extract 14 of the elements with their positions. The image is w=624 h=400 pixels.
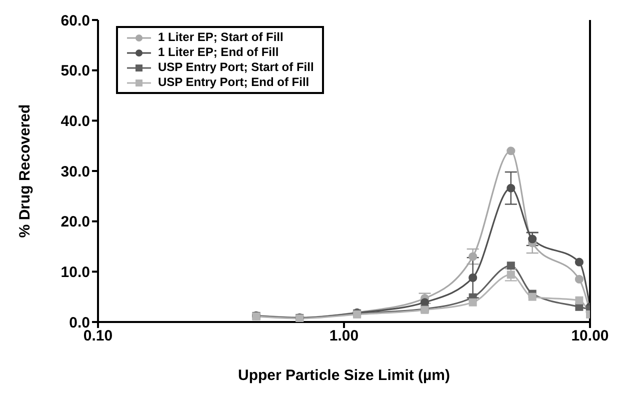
x-tick-label: 10.00: [571, 328, 609, 345]
legend-label: 1 Liter EP; End of Fill: [158, 45, 279, 60]
legend-label: USP Entry Port; Start of Fill: [158, 60, 314, 75]
legend-label: 1 Liter EP; Start of Fill: [158, 30, 284, 45]
y-tick-label: 60.0: [60, 12, 90, 30]
y-tick-label: 10.0: [60, 264, 90, 281]
legend-label: USP Entry Port; End of Fill: [158, 75, 310, 90]
x-tick-label: 1.00: [329, 328, 359, 345]
y-tick-label: 40.0: [60, 112, 90, 130]
y-tick-label: 50.0: [60, 62, 90, 80]
y-tick-label: 30.0: [60, 163, 90, 180]
y-tick-label: 20.0: [60, 214, 90, 231]
y-axis-title: % Drug Recovered: [16, 104, 34, 238]
x-axis-title: Upper Particle Size Limit (µm): [238, 367, 450, 384]
